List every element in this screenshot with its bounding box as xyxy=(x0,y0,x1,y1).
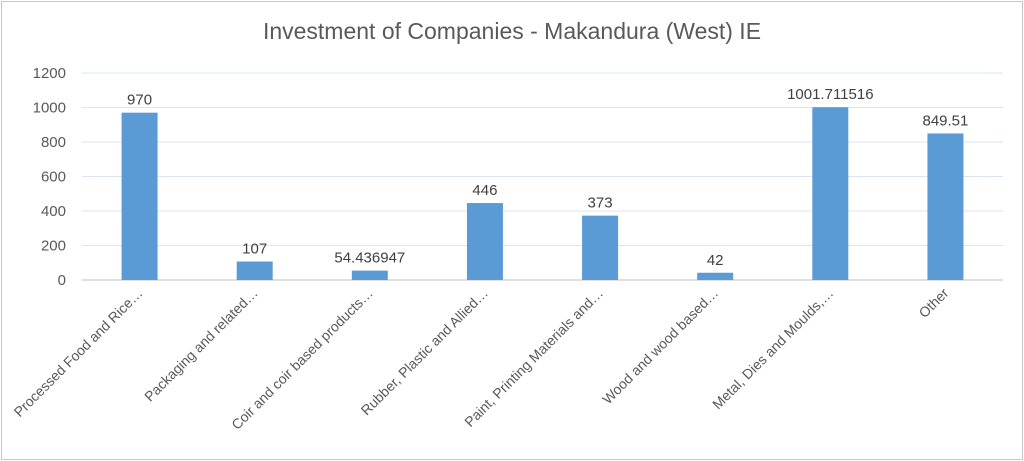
y-tick-label: 200 xyxy=(41,238,66,255)
y-tick-label: 600 xyxy=(41,169,66,186)
y-tick-label: 0 xyxy=(58,272,66,289)
data-label: 373 xyxy=(588,195,613,212)
x-tick-label: Paint, Printing Materials and… xyxy=(461,285,606,430)
data-label: 54.436947 xyxy=(334,250,405,267)
data-label: 42 xyxy=(707,252,724,269)
bar xyxy=(927,133,964,280)
x-tick-label: Wood and wood based… xyxy=(599,285,721,407)
data-label: 1001.711516 xyxy=(787,86,873,103)
x-tick-label: Packaging and related… xyxy=(141,285,261,405)
bar xyxy=(466,203,503,280)
bar xyxy=(351,270,388,280)
y-tick-label: 400 xyxy=(41,203,66,220)
data-label: 446 xyxy=(472,182,497,199)
y-tick-label: 800 xyxy=(41,134,66,151)
data-label: 107 xyxy=(242,241,267,258)
x-tick-label: Rubber, Plastic and Allied… xyxy=(358,285,491,418)
bar xyxy=(582,215,619,280)
bar xyxy=(121,112,158,280)
data-label: 849.51 xyxy=(922,112,968,129)
x-tick-label: Metal, Dies and Moulds,… xyxy=(709,285,836,412)
data-label: 970 xyxy=(127,92,152,109)
x-tick-label: Processed Food and Rice… xyxy=(11,285,146,420)
y-tick-label: 1200 xyxy=(33,65,66,82)
x-tick-label: Coir and coir based products… xyxy=(228,285,376,433)
bar xyxy=(236,261,273,280)
bar xyxy=(697,272,734,280)
x-tick-label: Other xyxy=(915,285,951,321)
chart-title: Investment of Companies - Makandura (Wes… xyxy=(262,18,762,44)
bar xyxy=(812,107,849,280)
y-tick-label: 1000 xyxy=(33,100,66,117)
